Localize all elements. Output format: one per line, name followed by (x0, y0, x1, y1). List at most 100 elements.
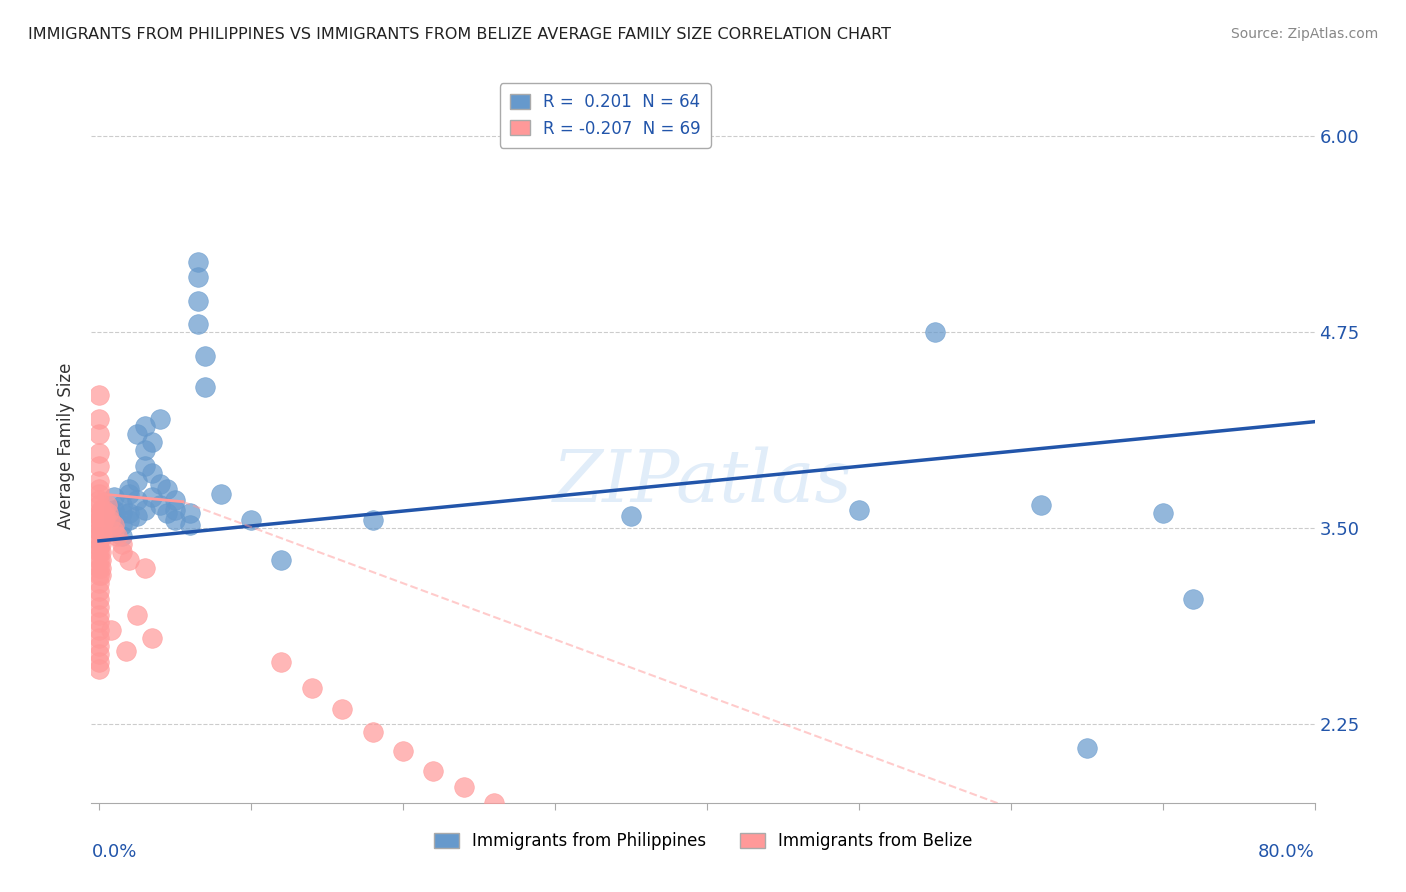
Point (179, 518, 201, 533)
Point (89, 514, 111, 528)
Point (89, 524, 111, 539)
Point (87, 576, 110, 591)
Point (87, 631, 110, 645)
Point (1029, 498, 1052, 512)
Point (163, 502, 186, 516)
Point (89, 545, 111, 559)
Point (141, 467, 163, 481)
Point (103, 490, 125, 504)
Point (156, 482, 179, 496)
Point (270, 552, 292, 566)
Point (620, 508, 643, 523)
Point (194, 349, 217, 363)
Legend: Immigrants from Philippines, Immigrants from Belize: Immigrants from Philippines, Immigrants … (426, 824, 980, 859)
Point (392, 744, 415, 758)
Point (87, 458, 110, 473)
Point (118, 487, 141, 501)
Point (187, 270, 209, 285)
Point (96, 498, 118, 512)
Point (125, 508, 148, 523)
Point (513, 812, 536, 826)
Point (87, 655, 110, 669)
Point (87, 427, 110, 442)
Point (482, 796, 505, 810)
Point (87, 518, 110, 533)
Point (163, 514, 186, 528)
Point (87, 663, 110, 677)
Text: ZIPatlas: ZIPatlas (553, 446, 853, 517)
Point (98, 514, 121, 528)
Point (94, 508, 117, 523)
Point (87, 552, 110, 566)
Point (87, 533, 110, 548)
Y-axis label: Average Family Size: Average Family Size (56, 363, 75, 529)
Point (87, 514, 110, 528)
Point (87, 475, 110, 489)
Point (89, 560, 111, 574)
Point (87, 487, 110, 501)
Point (141, 435, 163, 450)
Point (1182, 591, 1205, 606)
Point (118, 514, 141, 528)
Point (848, 502, 870, 516)
Point (239, 514, 262, 528)
Point (149, 411, 172, 425)
Point (91, 529, 114, 543)
Point (1152, 506, 1174, 520)
Point (111, 537, 134, 551)
Point (125, 493, 148, 508)
Text: IMMIGRANTS FROM PHILIPPINES VS IMMIGRANTS FROM BELIZE AVERAGE FAMILY SIZE CORREL: IMMIGRANTS FROM PHILIPPINES VS IMMIGRANT… (28, 27, 891, 42)
Point (103, 502, 125, 516)
Point (97, 506, 120, 520)
Point (187, 254, 209, 268)
Point (87, 482, 110, 496)
Point (361, 725, 384, 739)
Point (87, 529, 110, 543)
Point (87, 493, 110, 508)
Text: 0.0%: 0.0% (91, 843, 136, 861)
Point (134, 442, 156, 457)
Point (87, 560, 110, 574)
Point (134, 419, 156, 434)
Point (111, 498, 134, 512)
Point (125, 607, 148, 622)
Point (194, 380, 217, 394)
Point (330, 702, 353, 716)
Point (111, 529, 134, 543)
Text: Source: ZipAtlas.com: Source: ZipAtlas.com (1230, 27, 1378, 41)
Point (87, 615, 110, 630)
Point (89, 537, 111, 551)
Point (924, 326, 946, 340)
Point (179, 506, 201, 520)
Point (103, 524, 125, 539)
Point (87, 524, 110, 539)
Point (361, 514, 384, 528)
Point (301, 681, 323, 696)
Point (111, 506, 134, 520)
Point (111, 518, 134, 533)
Point (105, 529, 128, 543)
Point (141, 631, 163, 645)
Point (89, 502, 111, 516)
Point (87, 498, 110, 512)
Point (93, 502, 115, 516)
Point (103, 514, 125, 528)
Point (209, 487, 232, 501)
Point (149, 477, 172, 491)
Point (87, 540, 110, 554)
Point (187, 293, 209, 308)
Point (87, 599, 110, 614)
Point (111, 545, 134, 559)
Point (118, 552, 141, 566)
Point (87, 411, 110, 425)
Point (87, 647, 110, 661)
Point (163, 493, 186, 508)
Point (87, 545, 110, 559)
Point (91, 508, 114, 523)
Point (87, 584, 110, 599)
Point (93, 514, 115, 528)
Point (91, 518, 114, 533)
Point (87, 607, 110, 622)
Point (134, 458, 156, 473)
Point (187, 318, 209, 332)
